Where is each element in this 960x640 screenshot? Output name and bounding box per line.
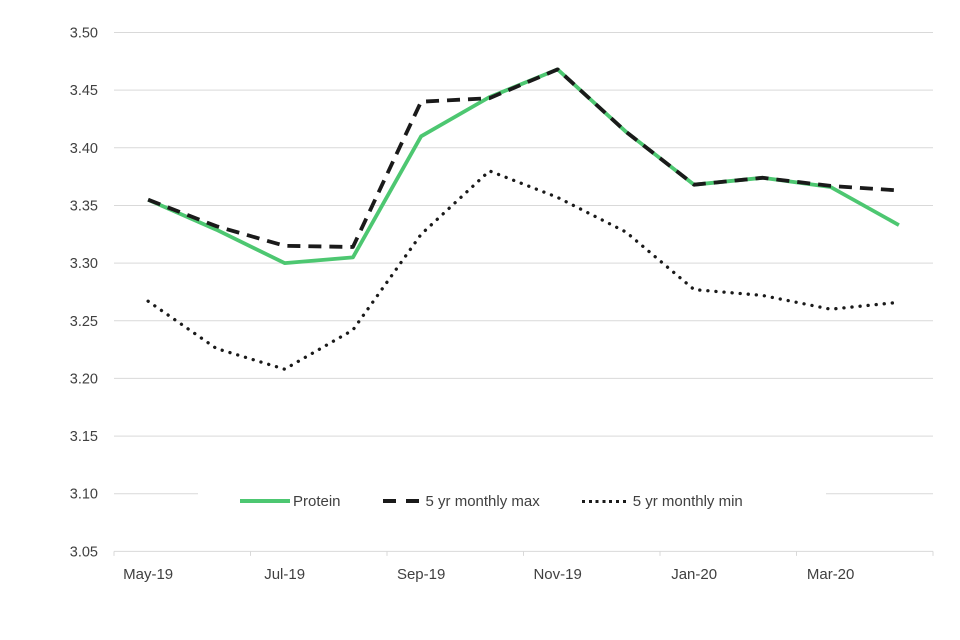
x-axis-tick-label: Sep-19 [397, 566, 445, 583]
y-axis-tick-label: 3.25 [70, 314, 98, 330]
y-axis-tick-label: 3.30 [70, 256, 98, 272]
series-line-5-yr-monthly-max [147, 67, 900, 249]
solid-line-swatch-icon [240, 499, 290, 503]
y-axis-tick-label: 3.15 [70, 429, 98, 445]
x-axis-tick-label: Mar-20 [807, 566, 855, 583]
series-line-protein [147, 67, 900, 266]
y-axis-tick-label: 3.35 [70, 198, 98, 214]
legend-label-max: 5 yr monthly max [425, 492, 540, 510]
x-axis-tick-label: May-19 [123, 566, 173, 583]
x-axis-tick-label: Nov-19 [533, 566, 581, 583]
dotted-line-swatch-icon [581, 499, 626, 503]
y-axis-tick-label: 3.20 [70, 371, 98, 387]
series-line-5-yr-monthly-min [146, 169, 901, 371]
chart-legend: Protein 5 yr monthly max 5 yr monthly mi… [198, 483, 826, 519]
x-axis-tick-label: Jul-19 [264, 566, 305, 583]
legend-label-protein: Protein [293, 492, 341, 510]
legend-item-min: 5 yr monthly min [581, 492, 743, 510]
legend-item-max: 5 yr monthly max [382, 492, 540, 510]
y-axis-tick-label: 3.40 [70, 141, 98, 157]
y-axis-tick-label: 3.50 [70, 26, 98, 42]
legend-label-min: 5 yr monthly min [632, 492, 743, 510]
legend-item-protein: Protein [240, 493, 341, 510]
y-axis-tick-label: 3.05 [70, 544, 98, 560]
y-axis-tick-label: 3.45 [70, 83, 98, 99]
x-axis-tick-label: Jan-20 [671, 566, 717, 583]
y-axis-tick-label: 3.10 [70, 487, 98, 503]
dashed-line-swatch-icon [382, 499, 419, 503]
